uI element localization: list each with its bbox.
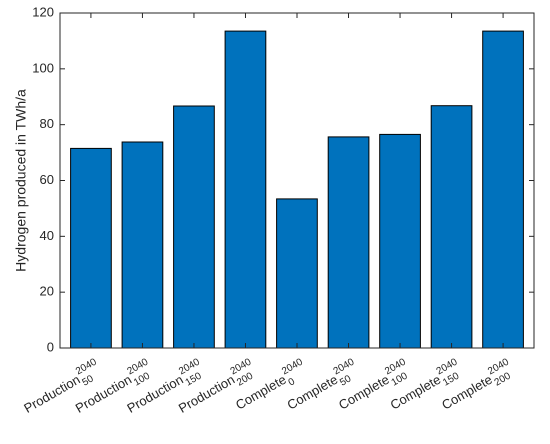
bar-2 (121, 141, 164, 349)
y-axis-label: Hydrogen produced in TWh/a (13, 89, 29, 272)
x-tick-label-subscript: 0 (287, 376, 298, 389)
x-tick-label-superscript: 2040 (332, 356, 357, 377)
bar-1 (70, 147, 112, 349)
plot-box (59, 12, 535, 349)
x-tick-label-base: Complete (285, 372, 341, 413)
bar-9 (482, 30, 524, 349)
y-tick-label: 20 (40, 284, 54, 299)
x-tick-label-superscript: 2040 (74, 356, 99, 377)
y-tick-label: 80 (40, 116, 54, 131)
bar-7 (379, 133, 421, 349)
y-tick-label: 40 (40, 228, 54, 243)
y-tick-label: 0 (47, 339, 54, 354)
x-tick-label-base: Production (21, 372, 82, 416)
bar-4 (224, 30, 267, 349)
x-tick-label-subscript: 50 (80, 373, 96, 388)
y-tick-label: 100 (32, 60, 54, 75)
bars-group (70, 30, 524, 349)
bar-8 (430, 105, 473, 349)
y-tick-label: 60 (40, 172, 54, 187)
x-tick-label-subscript: 50 (338, 373, 354, 388)
y-tick-label: 120 (32, 4, 54, 19)
bar-3 (173, 105, 215, 349)
y-ticks-group: 0 20 40 60 80 100 120 (32, 4, 534, 354)
bar-6 (327, 136, 370, 349)
x-tick-label-superscript: 2040 (280, 356, 305, 377)
bar-5 (276, 198, 318, 349)
